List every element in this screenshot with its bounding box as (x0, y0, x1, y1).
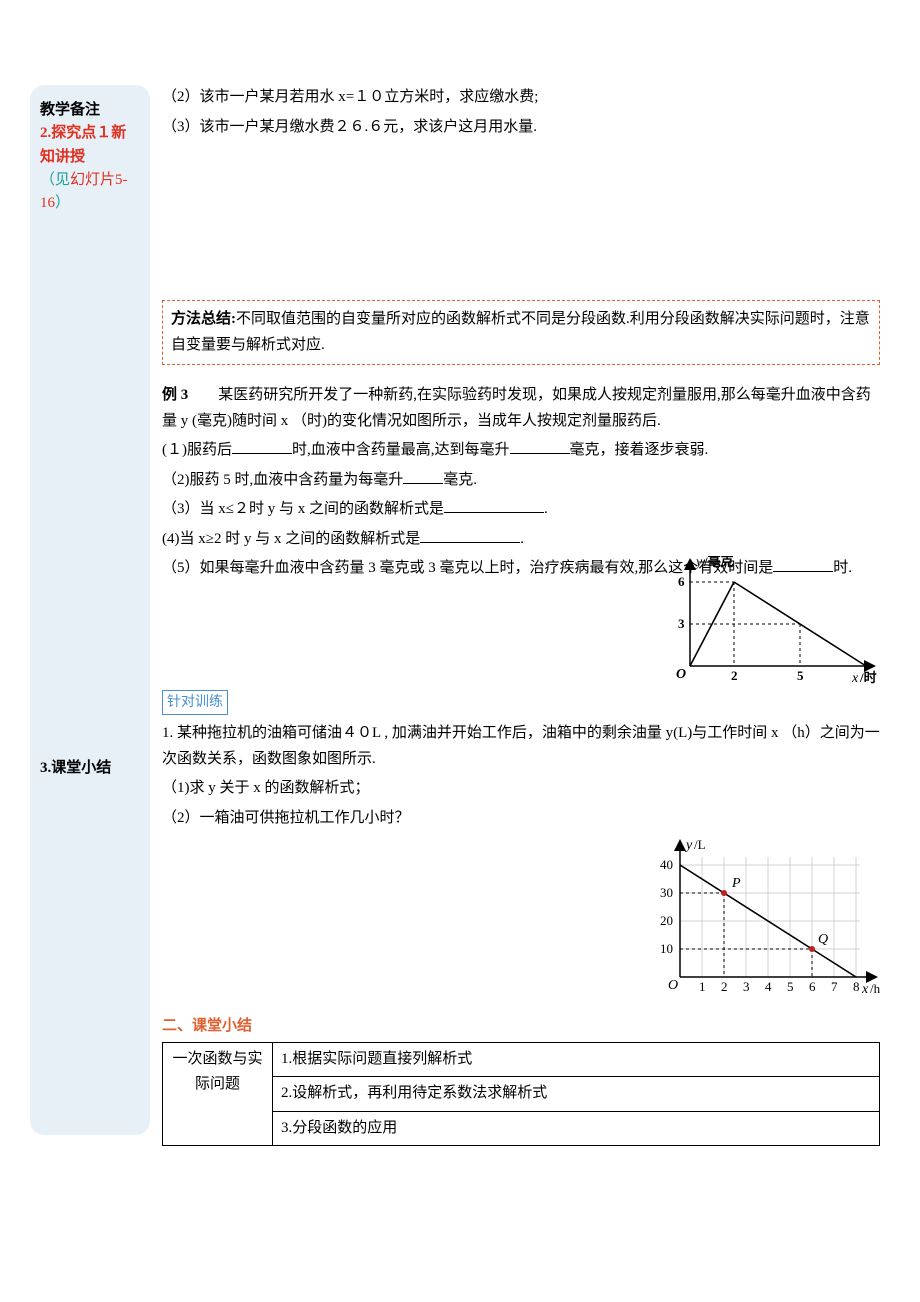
svg-text:x: x (861, 982, 869, 997)
svg-text:3: 3 (743, 979, 750, 994)
method-box: 方法总结:不同取值范围的自变量所对应的函数解析式不同是分段函数.利用分段函数解决… (162, 300, 880, 365)
ex3-q2b: 毫克. (443, 472, 477, 488)
practice-q2: （2）一箱油可供拖拉机工作几小时？ (162, 806, 880, 832)
svg-text:5: 5 (797, 668, 804, 683)
ex3-q4: (4)当 x≥2 时 y 与 x 之间的函数解析式是. (162, 527, 880, 553)
sidebar-sub-close: ） (55, 195, 70, 211)
ex3-q3a: （3）当 x≤２时 y 与 x 之间的函数解析式是 (162, 501, 444, 517)
sidebar-item3-text: 课堂小结 (51, 760, 111, 776)
sidebar-item3-num: 3. (40, 760, 51, 776)
intro-q2: （2）该市一户某月若用水 x=１０立方米时，求应缴水费; (162, 85, 880, 111)
chart-drug: 6 3 2 5 O y /毫克 x /时 (670, 556, 880, 686)
svg-text:5: 5 (787, 979, 794, 994)
sidebar-sub-open: （见 (40, 172, 70, 188)
blank (420, 528, 520, 543)
ex3-q1c: 毫克，接着逐步衰弱. (570, 442, 709, 458)
method-body: 不同取值范围的自变量所对应的函数解析式不同是分段函数.利用分段函数解决实际问题时… (171, 311, 870, 353)
svg-text:/h: /h (870, 981, 880, 996)
content: （2）该市一户某月若用水 x=１０立方米时，求应缴水费; （3）该市一户某月缴水… (162, 85, 890, 1146)
sidebar: 教学备注 2.探究点１新知讲授 （见幻灯片5-16） 3.课堂小结 (30, 85, 150, 1135)
svg-text:6: 6 (678, 574, 685, 589)
intro-q3: （3）该市一户某月缴水费２６.６元，求该户这月用水量. (162, 115, 880, 141)
practice-label: 针对训练 (162, 690, 228, 716)
svg-text:/L: /L (694, 837, 706, 852)
blank (232, 439, 292, 454)
svg-text:7: 7 (831, 979, 838, 994)
practice-p1: 1. 某种拖拉机的油箱可储油４０L , 加满油并开始工作后，油箱中的剩余油量 y… (162, 721, 880, 772)
ex3-q1b: 时,血液中含药量最高,达到每毫升 (292, 442, 510, 458)
ex3-q4a: (4)当 x≥2 时 y 与 x 之间的函数解析式是 (162, 531, 420, 547)
svg-text:8: 8 (853, 979, 860, 994)
svg-text:3: 3 (678, 616, 685, 631)
svg-text:4: 4 (765, 979, 772, 994)
ex3: 例 3 某医药研究所开发了一种新药,在实际验药时发现，如果成人按规定剂量服用,那… (162, 383, 880, 434)
svg-text:y: y (694, 556, 703, 570)
svg-text:P: P (731, 876, 741, 891)
blank (510, 439, 570, 454)
ex3-q4b: . (520, 531, 524, 547)
summary-table: 一次函数与实际问题 1.根据实际问题直接列解析式 2.设解析式，再利用待定系数法… (162, 1042, 880, 1147)
summary-r1: 1.根据实际问题直接列解析式 (273, 1042, 880, 1077)
blank (444, 498, 544, 513)
blank (403, 469, 443, 484)
svg-text:1: 1 (699, 979, 706, 994)
svg-text:30: 30 (660, 885, 673, 900)
summary-left: 一次函数与实际问题 (163, 1042, 273, 1146)
svg-text:40: 40 (660, 857, 673, 872)
svg-text:Q: Q (818, 932, 828, 947)
ex3-label: 例 3 (162, 387, 188, 403)
svg-text:20: 20 (660, 913, 673, 928)
summary-heading: 二、课堂小结 (162, 1014, 880, 1040)
sidebar-item2-num: 2. (40, 125, 51, 141)
sidebar-block-1: 教学备注 2.探究点１新知讲授 （见幻灯片5-16） (40, 99, 140, 215)
sidebar-block-2: 3.课堂小结 (40, 757, 111, 780)
ex3-q3: （3）当 x≤２时 y 与 x 之间的函数解析式是. (162, 497, 880, 523)
sidebar-title: 教学备注 (40, 102, 100, 118)
chart-oil: P Q 10 20 30 40 1 2 3 4 5 6 7 8 O y /L x… (650, 837, 880, 1002)
method-title: 方法总结: (171, 311, 236, 327)
svg-text:6: 6 (809, 979, 816, 994)
practice-q1: （1)求 y 关于 x 的函数解析式； (162, 776, 880, 802)
svg-text:2: 2 (721, 979, 728, 994)
ex3-intro: 某医药研究所开发了一种新药,在实际验药时发现，如果成人按规定剂量服用,那么每毫升… (162, 387, 871, 429)
svg-text:/毫克: /毫克 (703, 556, 734, 569)
ex3-q1: (１)服药后 时,血液中含药量最高,达到每毫升 毫克，接着逐步衰弱. (162, 438, 880, 464)
ex3-q2a: （2)服药 5 时,血液中含药量为每毫升 (162, 472, 403, 488)
svg-text:2: 2 (731, 668, 738, 683)
sidebar-item2-text1: 探究点 (51, 125, 96, 141)
svg-text:y: y (684, 838, 693, 853)
svg-text:x: x (851, 671, 859, 686)
svg-text:O: O (668, 978, 678, 993)
summary-r2: 2.设解析式，再利用待定系数法求解析式 (273, 1077, 880, 1112)
ex3-q2: （2)服药 5 时,血液中含药量为每毫升 毫克. (162, 468, 880, 494)
ex3-q3b: . (544, 501, 548, 517)
svg-text:O: O (676, 667, 686, 682)
summary-r3: 3.分段函数的应用 (273, 1111, 880, 1146)
svg-text:10: 10 (660, 941, 673, 956)
svg-text:/时: /时 (859, 670, 877, 685)
ex3-q1a: (１)服药后 (162, 442, 232, 458)
